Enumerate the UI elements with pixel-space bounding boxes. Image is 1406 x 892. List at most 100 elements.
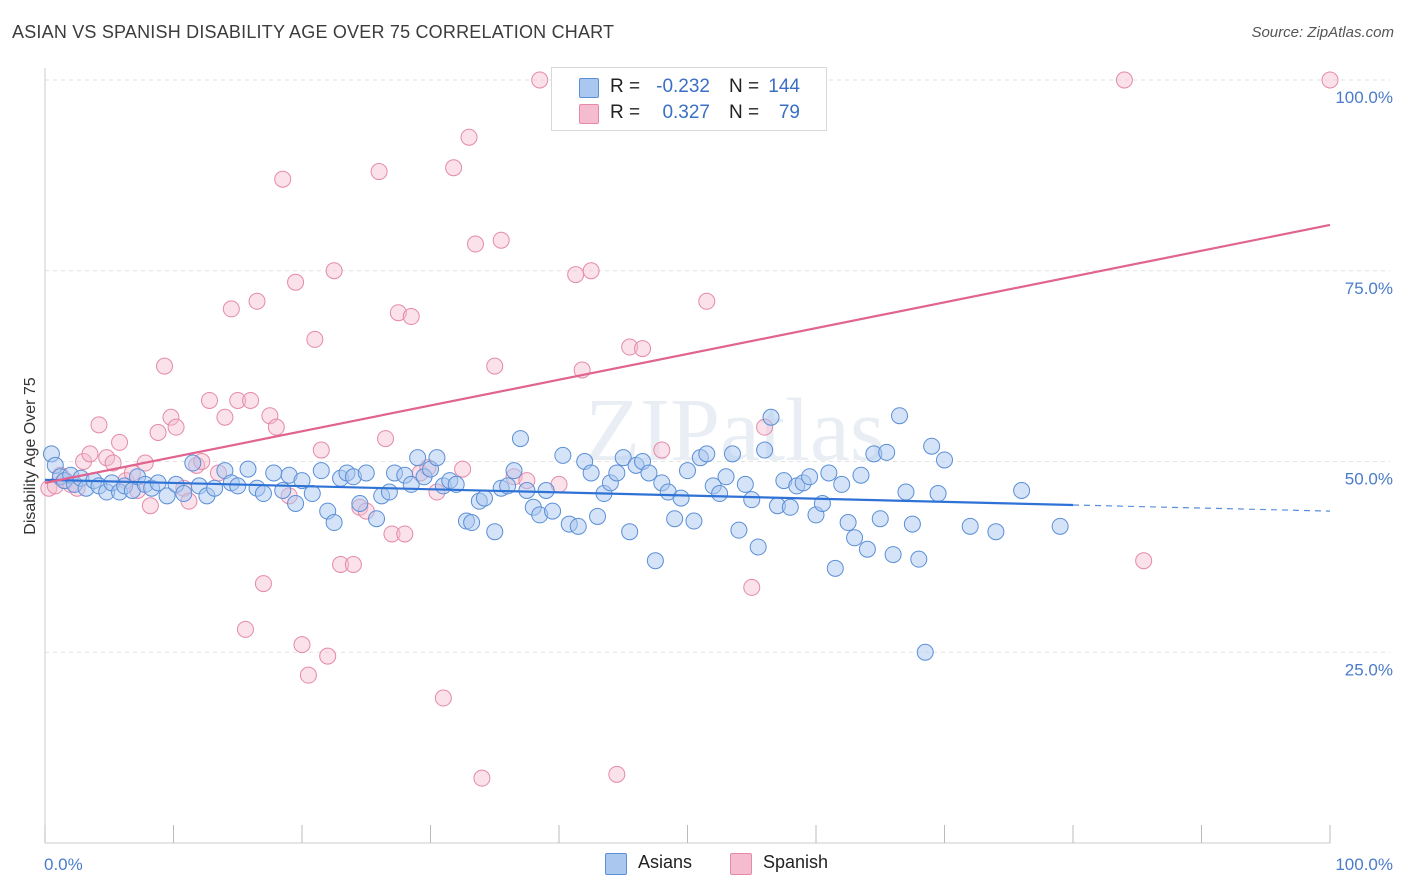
spanish-point	[383, 525, 401, 543]
spanish-point	[149, 424, 167, 442]
asians-point	[486, 523, 504, 541]
spanish-point	[582, 262, 600, 280]
y-tick-label: 50.0%	[1345, 470, 1393, 489]
asians-point	[511, 430, 529, 448]
asians-point	[858, 540, 876, 558]
asians-point	[1051, 517, 1069, 535]
asians-point	[711, 485, 729, 503]
spanish-point	[492, 231, 510, 249]
legend-row-asians: R = -0.232 N = 144	[552, 75, 826, 101]
asians-point	[916, 643, 934, 661]
spanish-point	[743, 578, 761, 596]
asians-point	[184, 454, 202, 472]
spanish-point	[344, 556, 362, 574]
spanish-point	[460, 128, 478, 146]
spanish-point	[312, 441, 330, 459]
asians-point	[287, 494, 305, 512]
x-tick-label: 100.0%	[1335, 855, 1393, 874]
asians-point	[582, 464, 600, 482]
spanish-point	[486, 357, 504, 375]
spanish-point	[90, 416, 108, 434]
legend-label-spanish: Spanish	[763, 852, 829, 872]
spanish-point	[608, 765, 626, 783]
asians-point	[380, 483, 398, 501]
spanish-point	[434, 689, 452, 707]
spanish-point	[306, 330, 324, 348]
spanish-point	[200, 391, 218, 409]
asians-point	[987, 523, 1005, 541]
spanish-points	[40, 71, 1339, 787]
asians-point	[781, 498, 799, 516]
asians-point	[833, 475, 851, 493]
y-tick-labels: 25.0% 50.0% 75.0% 100.0%	[1335, 88, 1393, 679]
asians-point	[666, 510, 684, 528]
asians-point	[463, 514, 481, 532]
asians-trendline-extension	[1072, 504, 1331, 512]
asians-point	[679, 462, 696, 480]
asians-point	[961, 517, 979, 535]
r-value: -0.232	[656, 76, 710, 97]
y-tick-label: 25.0%	[1345, 660, 1393, 679]
asians-point	[265, 464, 283, 482]
spanish-point	[466, 235, 484, 253]
asians-point	[608, 464, 626, 482]
spanish-point	[216, 408, 234, 426]
spanish-point	[229, 391, 247, 409]
asians-point	[544, 502, 562, 520]
spanish-point	[319, 647, 337, 665]
asians-trendline	[44, 478, 1074, 507]
asians-point	[723, 445, 741, 463]
spanish-point	[621, 338, 639, 356]
asians-point	[537, 481, 555, 499]
spanish-point	[274, 170, 292, 188]
asians-point	[254, 485, 272, 503]
spanish-point	[299, 666, 317, 684]
spanish-point	[653, 441, 671, 459]
asians-point	[910, 550, 928, 568]
asians-point	[730, 521, 748, 539]
spanish-point	[454, 460, 472, 478]
spanish-point	[104, 454, 122, 472]
asians-point	[749, 538, 767, 556]
asians-point	[475, 489, 493, 507]
asians-point	[229, 477, 247, 495]
asians-point	[569, 517, 587, 535]
spanish-point	[370, 163, 388, 181]
r-label: R =	[610, 76, 641, 97]
asians-point	[826, 559, 844, 577]
spanish-point	[377, 430, 395, 448]
asians-point	[554, 446, 572, 464]
asians-point	[762, 408, 780, 426]
r-value: 0.327	[662, 102, 710, 123]
asians-point	[646, 552, 664, 570]
spanish-point	[293, 636, 311, 654]
spanish-point	[389, 304, 407, 322]
asians-point	[929, 485, 947, 503]
n-label: N =	[729, 76, 760, 97]
chart-title: ASIAN VS SPANISH DISABILITY AGE OVER 75 …	[12, 22, 615, 42]
spanish-point	[634, 340, 652, 358]
asians-point	[312, 462, 330, 480]
asians-point	[239, 460, 257, 478]
spanish-point	[81, 445, 99, 463]
asians-point	[589, 507, 607, 525]
asians-point	[846, 529, 864, 547]
asians-point	[891, 407, 909, 425]
asians-point	[878, 443, 896, 461]
asians-point	[499, 477, 517, 495]
asians-points	[42, 407, 1069, 661]
asians-point	[698, 445, 716, 463]
x-tick-label: 0.0%	[44, 855, 83, 874]
spanish-point	[267, 418, 285, 436]
asians-point	[505, 462, 523, 480]
spanish-point	[156, 357, 174, 375]
spanish-point	[1115, 71, 1133, 89]
spanish-point	[248, 292, 266, 310]
asians-point	[685, 512, 703, 530]
asians-point	[368, 510, 386, 528]
n-label: N =	[729, 102, 760, 123]
correlation-legend: R = -0.232 N = 144 R = 0.327 N = 79	[551, 67, 827, 131]
spanish-point	[236, 620, 254, 638]
asians-point	[936, 451, 953, 469]
